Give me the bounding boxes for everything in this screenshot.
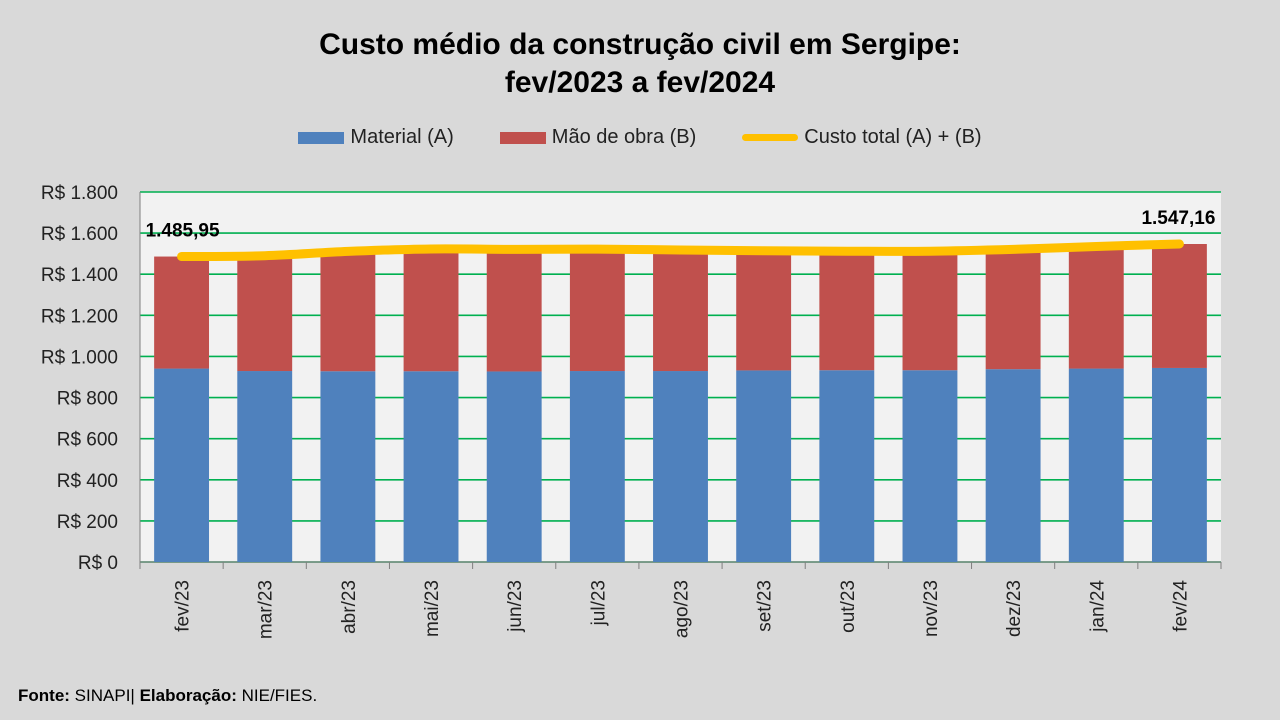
bar-labor bbox=[569, 249, 625, 372]
bar-material bbox=[403, 371, 459, 562]
bar-material bbox=[569, 371, 625, 562]
bar-labor bbox=[1151, 244, 1207, 368]
y-tick-label: R$ 0 bbox=[78, 553, 118, 574]
bar-labor bbox=[819, 251, 875, 371]
bar-material bbox=[653, 371, 708, 562]
chart-footer: Fonte: SINAPI| Elaboração: NIE/FIES. bbox=[18, 686, 317, 706]
bar-labor bbox=[653, 249, 708, 372]
chart-title: Custo médio da construção civil em Sergi… bbox=[0, 26, 1280, 102]
x-tick-label: out/23 bbox=[838, 580, 859, 633]
bar-material bbox=[1151, 367, 1207, 562]
bar-labor bbox=[1068, 246, 1124, 369]
x-tick-label: jan/24 bbox=[1087, 580, 1108, 633]
x-tick-label: abr/23 bbox=[339, 580, 360, 634]
bar-labor bbox=[902, 251, 958, 371]
bar-material bbox=[902, 370, 958, 562]
footer-elab-value: NIE/FIES. bbox=[241, 686, 318, 705]
bar-labor bbox=[403, 248, 459, 372]
y-tick-label: R$ 800 bbox=[57, 389, 118, 410]
y-tick-label: R$ 1.800 bbox=[41, 183, 118, 204]
x-tick-label: nov/23 bbox=[921, 580, 942, 637]
legend-item-total: Custo total (A) + (B) bbox=[742, 126, 982, 149]
x-tick-label: dez/23 bbox=[1004, 580, 1025, 637]
bar-labor bbox=[486, 249, 542, 372]
bar-material bbox=[237, 371, 293, 562]
chart-legend: Material (A) Mão de obra (B) Custo total… bbox=[0, 126, 1280, 149]
total-cost-line bbox=[177, 239, 1184, 262]
bar-labor bbox=[154, 256, 210, 369]
footer-source-value: SINAPI| bbox=[74, 686, 135, 705]
y-tick-label: R$ 600 bbox=[57, 430, 118, 451]
legend-label-total: Custo total (A) + (B) bbox=[804, 126, 982, 148]
legend-item-material: Material (A) bbox=[298, 126, 454, 149]
x-tick-label: mai/23 bbox=[422, 580, 443, 637]
y-tick-label: R$ 1.400 bbox=[41, 265, 118, 286]
bar-material bbox=[486, 371, 542, 562]
bar-material bbox=[736, 370, 792, 562]
bar-labor bbox=[320, 251, 376, 372]
chart-title-line-1: Custo médio da construção civil em Sergi… bbox=[319, 28, 961, 61]
bar-labor bbox=[237, 255, 293, 372]
bar-material bbox=[1068, 368, 1124, 562]
footer-source-label: Fonte: bbox=[18, 686, 70, 705]
x-tick-label: ago/23 bbox=[672, 580, 693, 638]
x-tick-label: mar/23 bbox=[256, 580, 277, 639]
data-label-first: 1.485,95 bbox=[146, 221, 220, 242]
x-tick-label: fev/23 bbox=[173, 580, 194, 632]
legend-label-material: Material (A) bbox=[350, 126, 454, 148]
bar-labor bbox=[985, 249, 1041, 370]
y-tick-label: R$ 200 bbox=[57, 512, 118, 533]
y-tick-label: R$ 1.200 bbox=[41, 306, 118, 327]
y-tick-label: R$ 1.600 bbox=[41, 224, 118, 245]
y-tick-label: R$ 400 bbox=[57, 471, 118, 492]
bar-labor bbox=[736, 250, 792, 371]
footer-elab-label: Elaboração: bbox=[139, 686, 237, 705]
legend-swatch-labor bbox=[499, 131, 546, 144]
chart-title-line-2: fev/2023 a fev/2024 bbox=[504, 66, 776, 99]
x-tick-label: fev/24 bbox=[1170, 580, 1191, 632]
y-tick-label: R$ 1.000 bbox=[41, 347, 118, 368]
bar-material bbox=[985, 369, 1041, 562]
data-label-last: 1.547,16 bbox=[1141, 208, 1215, 229]
x-tick-label: jul/23 bbox=[588, 580, 609, 626]
bar-material bbox=[154, 368, 210, 562]
x-tick-label: jun/23 bbox=[505, 580, 526, 633]
legend-item-labor: Mão de obra (B) bbox=[499, 126, 697, 149]
legend-label-labor: Mão de obra (B) bbox=[551, 126, 697, 148]
x-tick-label: set/23 bbox=[755, 580, 776, 632]
legend-swatch-material bbox=[298, 131, 345, 144]
bar-material bbox=[320, 371, 376, 562]
bar-material bbox=[819, 370, 875, 562]
legend-swatch-total bbox=[742, 134, 799, 141]
